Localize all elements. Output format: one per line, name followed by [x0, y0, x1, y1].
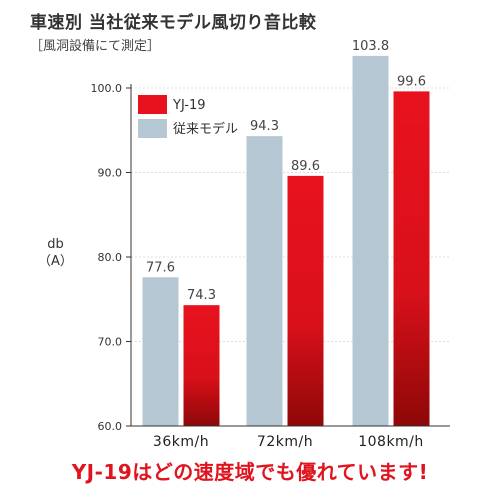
bar-old-model — [142, 277, 179, 426]
y-tick-label: 90.0 — [98, 167, 123, 180]
bars — [142, 55, 430, 427]
y-axis-label-weighting: （A） — [38, 254, 73, 269]
y-axis-label-unit: db — [47, 237, 64, 252]
data-label-yj19: 74.3 — [187, 288, 216, 303]
bar-old-model — [352, 55, 389, 426]
data-label-old-model: 94.3 — [250, 119, 279, 134]
bar-old-model — [246, 136, 283, 427]
y-tick-label: 80.0 — [98, 251, 123, 264]
footer-caption: YJ-19はどの速度域でも優れています! — [71, 460, 429, 484]
legend: YJ-19 従来モデル — [138, 95, 238, 138]
data-label-yj19: 99.6 — [397, 74, 426, 89]
y-tick-label: 100.0 — [91, 82, 123, 95]
bar-yj19 — [183, 305, 220, 426]
legend-swatch-yj19 — [138, 95, 167, 114]
y-tick-label: 60.0 — [98, 420, 123, 433]
y-axis-label: db （A） — [38, 236, 73, 270]
x-tick-label: 108km/h — [358, 434, 424, 450]
data-labels: 77.6 74.3 94.3 89.6 103.8 99.6 — [146, 39, 426, 303]
data-label-old-model: 103.8 — [352, 39, 389, 54]
chart-subtitle: ［風洞設備にて測定］ — [30, 39, 161, 54]
chart-title: 車速別 当社従来モデル風切り音比較 — [30, 13, 317, 33]
x-tick-label: 36km/h — [153, 434, 209, 450]
legend-label-yj19: YJ-19 — [172, 98, 206, 113]
bar-yj19 — [393, 91, 430, 426]
x-tick-label: 72km/h — [257, 434, 313, 450]
bar-yj19 — [287, 175, 324, 426]
y-tick-label: 70.0 — [98, 336, 123, 349]
legend-label-old-model: 従来モデル — [173, 121, 238, 137]
axes: 60.0 70.0 80.0 90.0 100.0 36km/h 72km/h 108km/h — [91, 82, 450, 450]
data-label-yj19: 89.6 — [291, 159, 320, 174]
legend-swatch-old-model — [138, 119, 167, 138]
data-label-old-model: 77.6 — [146, 260, 175, 275]
